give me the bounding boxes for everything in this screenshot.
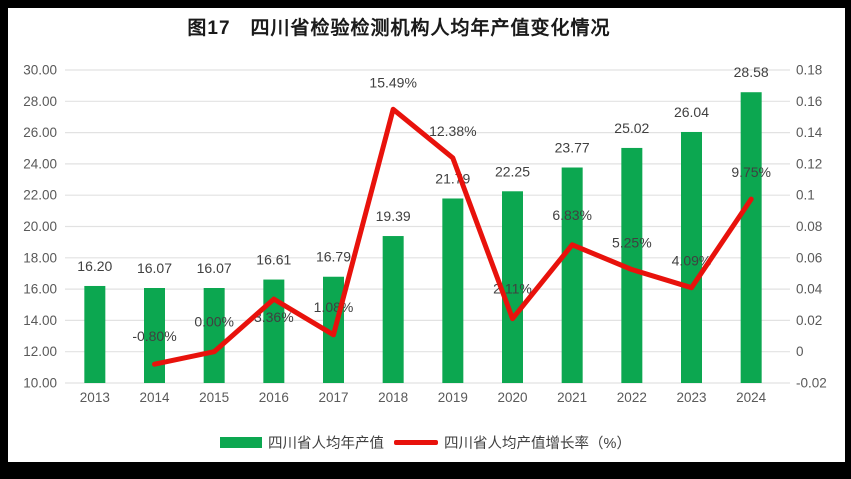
bar-2022 xyxy=(621,147,643,383)
bar-value-label-2014: 16.07 xyxy=(137,260,172,276)
right-axis-tick-label: 0.18 xyxy=(796,63,822,78)
right-axis-tick-label: 0.1 xyxy=(796,188,815,203)
x-axis-label-2019: 2019 xyxy=(438,390,468,405)
left-axis-tick-label: 28.00 xyxy=(23,94,57,109)
growth-rate-line xyxy=(152,106,754,367)
x-axis-label-2016: 2016 xyxy=(259,390,289,405)
x-axis-label-2013: 2013 xyxy=(80,390,110,405)
left-axis-tick-label: 18.00 xyxy=(23,250,57,265)
x-axis-label-2022: 2022 xyxy=(617,390,647,405)
left-axis-tick-label: 16.00 xyxy=(23,282,57,297)
bar-value-label-2022: 25.02 xyxy=(614,120,649,136)
line-value-label-2024: 9.75% xyxy=(731,164,771,180)
legend-bar-swatch xyxy=(220,437,263,448)
chart-canvas xyxy=(8,8,845,462)
line-value-label-2019: 12.38% xyxy=(429,123,476,139)
line-value-label-2022: 5.25% xyxy=(612,235,652,251)
bar-2016 xyxy=(263,279,285,383)
bar-value-label-2023: 26.04 xyxy=(674,104,709,120)
right-axis-tick-label: 0.08 xyxy=(796,219,822,234)
bar-2019 xyxy=(442,198,464,383)
x-axis-label-2014: 2014 xyxy=(139,390,170,405)
line-value-label-2023: 4.09% xyxy=(672,253,712,269)
bar-value-label-2021: 23.77 xyxy=(555,139,590,155)
right-axis-tick-label: -0.02 xyxy=(796,376,827,391)
x-axis-label-2020: 2020 xyxy=(497,390,527,405)
x-axis-label-2024: 2024 xyxy=(736,390,767,405)
right-axis-tick-label: 0.14 xyxy=(796,125,823,140)
x-axis-label-2017: 2017 xyxy=(318,390,348,405)
bar-value-label-2020: 22.25 xyxy=(495,163,530,179)
bar-value-label-2018: 19.39 xyxy=(376,208,411,224)
right-axis-tick-label: 0.16 xyxy=(796,94,822,109)
bar-value-label-2015: 16.07 xyxy=(197,260,232,276)
bar-2021 xyxy=(561,167,583,383)
left-axis-tick-label: 14.00 xyxy=(23,313,57,328)
legend-line-label: 四川省人均产值增长率（%） xyxy=(444,436,631,452)
left-axis-tick-label: 24.00 xyxy=(23,156,57,171)
bar-value-label-2024: 28.58 xyxy=(734,64,769,80)
line-value-label-2014: -0.80% xyxy=(132,328,176,344)
line-value-label-2016: 3.36% xyxy=(254,309,294,325)
bar-2024 xyxy=(740,92,762,384)
line-value-label-2018: 15.49% xyxy=(369,74,416,90)
x-axis-label-2015: 2015 xyxy=(199,390,229,405)
legend-line-swatch xyxy=(394,440,439,445)
bar-2014 xyxy=(144,288,165,383)
chart-title: 图17 四川省检验检测机构人均年产值变化情况 xyxy=(187,18,611,39)
bar-value-label-2016: 16.61 xyxy=(256,252,291,268)
bar-2020 xyxy=(502,191,523,383)
left-axis-tick-label: 10.00 xyxy=(23,376,57,391)
x-axis-label-2018: 2018 xyxy=(378,390,408,405)
line-value-label-2021: 6.83% xyxy=(552,207,592,223)
right-axis-tick-label: 0.06 xyxy=(796,250,822,265)
left-axis-tick-label: 30.00 xyxy=(23,63,57,78)
bar-2015 xyxy=(203,288,225,383)
left-axis-tick-label: 20.00 xyxy=(23,219,57,234)
legend-bar-label: 四川省人均年产值 xyxy=(268,436,385,452)
line-value-label-2015: 0.00% xyxy=(194,314,234,330)
right-axis-tick-label: 0.02 xyxy=(796,313,822,328)
bar-2013 xyxy=(84,285,106,383)
right-axis-tick-label: 0.04 xyxy=(796,282,823,297)
chart-legend: 四川省人均年产值 四川省人均产值增长率（%） xyxy=(0,432,851,453)
left-axis-tick-label: 26.00 xyxy=(23,125,57,140)
left-axis-tick-label: 12.00 xyxy=(23,344,57,359)
right-axis-tick-label: 0 xyxy=(796,344,804,359)
left-axis-tick-label: 22.00 xyxy=(23,188,57,203)
bar-2018 xyxy=(382,236,404,383)
bar-value-label-2017: 16.79 xyxy=(316,249,351,265)
line-value-label-2017: 1.08% xyxy=(314,299,354,315)
x-axis-label-2023: 2023 xyxy=(676,390,706,405)
bar-value-label-2019: 21.79 xyxy=(435,170,470,186)
x-axis-label-2021: 2021 xyxy=(557,390,587,405)
right-axis-tick-label: 0.12 xyxy=(796,156,822,171)
bar-value-label-2013: 16.20 xyxy=(77,258,112,274)
bar-2023 xyxy=(681,131,702,383)
